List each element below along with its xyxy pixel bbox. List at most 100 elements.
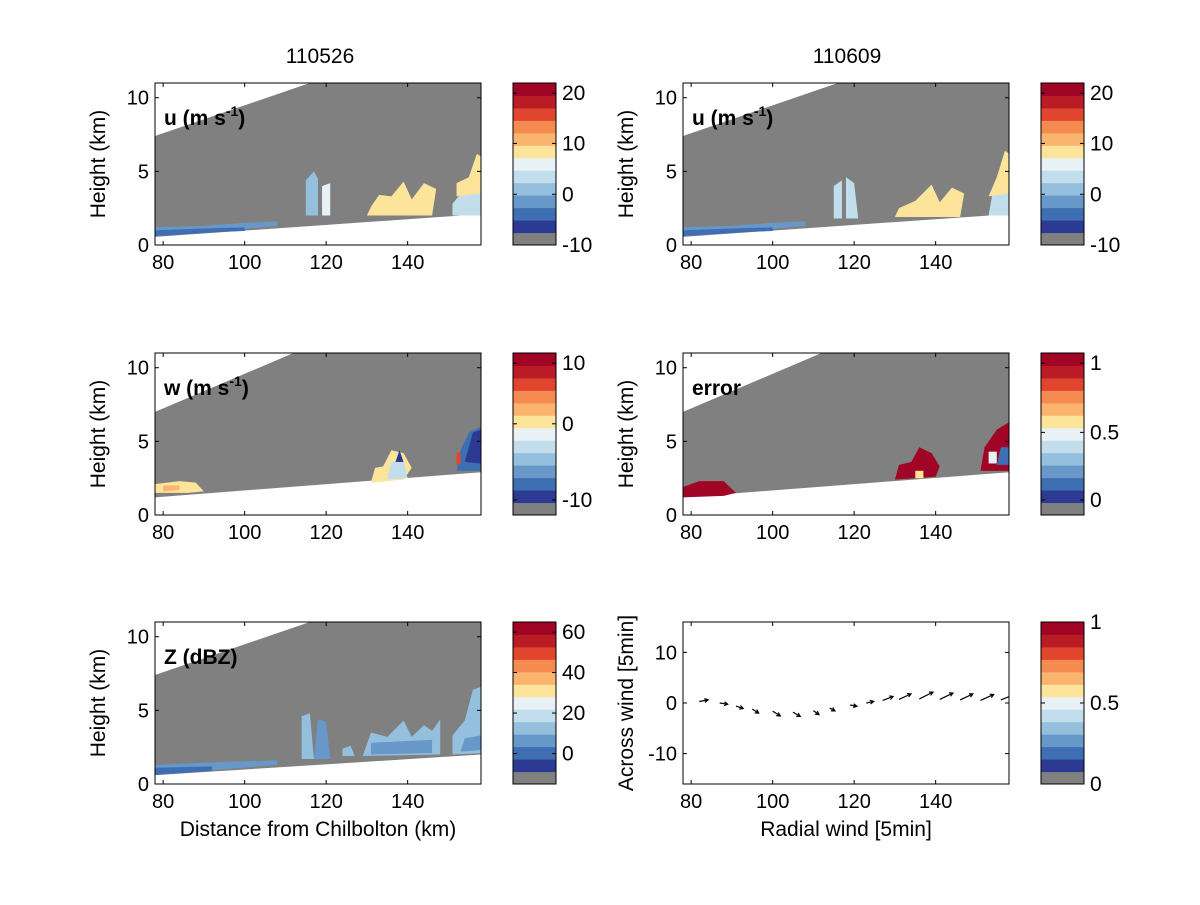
wind-vector [919,691,935,700]
panel-label-main: Z (dBZ) [164,646,237,669]
colorbar-cell [513,95,556,109]
colorbar-frame [1040,82,1085,246]
colorbar-tick-label: 0 [1090,773,1102,796]
colorbar-cell [1041,207,1084,221]
colorbar-tick-label: 40 [562,662,585,685]
y-axis-label: Height (km) [615,110,638,219]
data-patch [683,481,736,498]
colorbar-cell [1041,220,1084,234]
data-patch [301,713,314,759]
colorbar-tick-label: 0 [562,743,574,766]
y-tick-label: 0 [138,505,149,527]
colorbar-cell [1041,746,1084,760]
y-tick-label: 0 [138,235,149,257]
panel-Z_110526: 80 100 120 140 0 5 10 Height (km) Distance from … [87,621,585,841]
x-tick-label: 120 [309,252,342,274]
colorbar-cell [1041,646,1084,660]
panel-label: error [692,377,741,400]
axes-frame [682,82,1010,246]
panel-label-superscript: -1 [754,103,767,119]
colorbar-tick-label: 0.5 [1090,421,1119,444]
colorbar-cell [1041,502,1084,515]
colorbar: 20 10 0 -10 [512,82,592,257]
axes-frame [154,352,482,516]
x-tick-label: 140 [919,522,952,544]
colorbar-cell [1041,734,1084,748]
column-title-110526: 110526 [286,45,355,68]
wind-vector [735,705,745,710]
y-axis-label: Height (km) [87,110,110,219]
colorbar-cell [513,490,556,504]
colorbar-cell [1041,427,1084,441]
panel-label-suffix: ) [766,107,773,130]
x-tick-label: 140 [391,791,424,813]
y-tick-label: 5 [666,161,677,183]
colorbar-cell [513,721,556,735]
colorbar-cell [513,120,556,134]
data-patch [894,447,940,480]
colorbar-cell [1041,415,1084,429]
panel-label-main: u (m s [164,107,226,130]
colorbar-cell [513,365,556,379]
colorbar-cell [513,465,556,479]
colorbar-cell [513,415,556,429]
y-tick-label: 0 [666,693,677,715]
colorbar-cell [1041,671,1084,685]
colorbar-tick-label: 20 [562,82,585,105]
colorbar-cell [1041,440,1084,454]
x-axis-label: Distance from Chilbolton (km) [180,818,457,841]
y-tick-label: 10 [655,642,677,664]
data-patch [313,719,331,759]
x-tick-label: 120 [837,522,870,544]
data-patch [988,150,1009,197]
panel-label-main: u (m s [692,107,754,130]
colorbar: 10.50 [1040,352,1119,516]
y-tick-label: 5 [666,431,677,453]
colorbar-tick-label: -10 [1090,234,1120,257]
plot-area [155,83,481,237]
x-tick-label: 120 [309,791,342,813]
axes-frame [682,352,1010,516]
data-patch [833,180,842,219]
y-axis-label: Height (km) [615,380,638,489]
data-patch [155,766,213,776]
y-axis-label: Across wind [5min] [615,615,638,791]
colorbar-cell [1041,634,1084,648]
wind-vector [898,693,913,700]
no-data-region [683,353,1009,498]
wind-vector [719,701,729,707]
colorbar-tick-label: 0 [562,183,574,206]
wind-vector [813,710,821,716]
wind-vector [959,693,975,701]
y-tick-label: 10 [127,358,149,380]
wind-vector [849,703,859,709]
data-patch [846,177,859,219]
colorbar-cell [513,377,556,391]
panel-label-superscript: -1 [226,103,239,119]
colorbar: 60 40 20 0 [512,621,585,785]
data-patch [464,429,481,464]
x-axis-label: Radial wind [5min] [760,818,932,841]
colorbar-cell [513,232,556,245]
colorbar-cell [1041,659,1084,673]
wind-vector [1000,695,1009,701]
wind-vector [829,707,837,712]
colorbar-cell [1041,684,1084,698]
panel-label: u (m s-1) [692,103,773,130]
colorbar-cell [513,195,556,209]
wind-vector [882,695,895,702]
colorbar-tick-label: 10 [562,132,585,155]
wind-vector [751,708,760,714]
y-axis-label: Height (km) [87,649,110,758]
colorbar-cell [1041,132,1084,146]
y-tick-label: 0 [666,235,677,257]
colorbar-cell [513,696,556,710]
panel-label-suffix: ) [242,377,249,400]
colorbar-cell [1041,709,1084,723]
colorbar-frame [512,621,557,785]
colorbar-cell [1041,170,1084,184]
colorbar-cell [1041,120,1084,134]
x-tick-label: 80 [680,791,702,813]
data-patch [456,451,461,465]
